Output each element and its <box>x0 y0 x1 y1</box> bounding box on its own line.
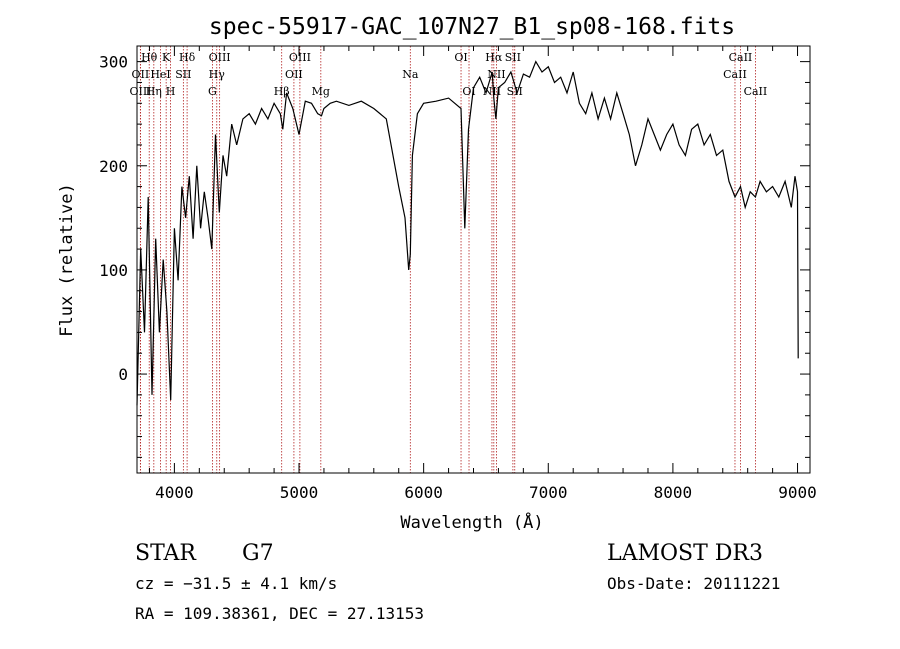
line-marker-label: Hδ <box>179 51 196 64</box>
line-marker-label: OII <box>285 68 303 81</box>
line-marker-label: G <box>208 85 217 98</box>
y-tick-label: 0 <box>118 365 128 384</box>
line-marker-label: Hη <box>146 85 162 98</box>
line-marker-label: NII <box>487 68 505 81</box>
object-subclass: G7 <box>242 541 274 566</box>
line-marker-label: CaII <box>723 68 747 81</box>
y-axis-label: Flux (relative) <box>57 183 77 337</box>
line-marker-label: Mg <box>312 85 330 98</box>
line-marker-label: OIII <box>209 51 231 64</box>
object-class: STAR <box>135 541 197 566</box>
line-marker-label: Hβ <box>274 85 290 98</box>
line-markers <box>139 46 756 473</box>
line-marker-label: Hγ <box>209 68 226 81</box>
survey-name: LAMOST DR3 <box>607 541 763 566</box>
x-axis-label: Wavelength (Å) <box>400 511 543 533</box>
line-marker-label: H <box>166 85 176 98</box>
line-marker-label: OII <box>132 68 150 81</box>
line-marker-label: OI <box>454 51 467 64</box>
x-tick-label: 5000 <box>280 483 319 502</box>
x-tick-label: 6000 <box>404 483 443 502</box>
line-marker-label: SII <box>505 51 521 64</box>
y-tick-label: 300 <box>99 53 128 72</box>
y-tick-label: 200 <box>99 157 128 176</box>
axis-ticks: 4000 5000 6000 7000 8000 9000 0 100 200 300 <box>99 46 817 502</box>
line-marker-label: Hα <box>485 51 503 64</box>
line-marker-label: OIII <box>289 51 311 64</box>
y-tick-label: 100 <box>99 261 128 280</box>
coordinates: RA = 109.38361, DEC = 27.13153 <box>135 604 424 623</box>
line-marker-label: HeI <box>150 68 170 81</box>
plot-frame <box>136 45 811 474</box>
observation-date: Obs-Date: 20111221 <box>607 574 780 593</box>
line-marker-label: CaII <box>729 51 753 64</box>
chart-title: spec-55917-GAC_107N27_B1_sp08-168.fits <box>209 14 735 40</box>
x-tick-label: 8000 <box>654 483 693 502</box>
x-tick-label: 4000 <box>155 483 194 502</box>
line-marker-label: CaII <box>744 85 768 98</box>
spectrum-line <box>136 60 799 406</box>
line-marker-label: Na <box>402 68 419 81</box>
line-marker-labels: Hθ OII OIII K HeI Hη Hδ SII H OIII Hγ G OIII OII Hβ Mg N… <box>129 51 767 98</box>
line-marker-label: Hθ <box>141 51 158 64</box>
line-marker-label: K <box>162 51 171 64</box>
x-tick-label: 7000 <box>529 483 568 502</box>
line-marker-label: SII <box>175 68 191 81</box>
redshift-velocity: cz = −31.5 ± 4.1 km/s <box>135 574 337 593</box>
line-marker-label: OIII <box>129 85 151 98</box>
x-tick-label: 9000 <box>778 483 817 502</box>
